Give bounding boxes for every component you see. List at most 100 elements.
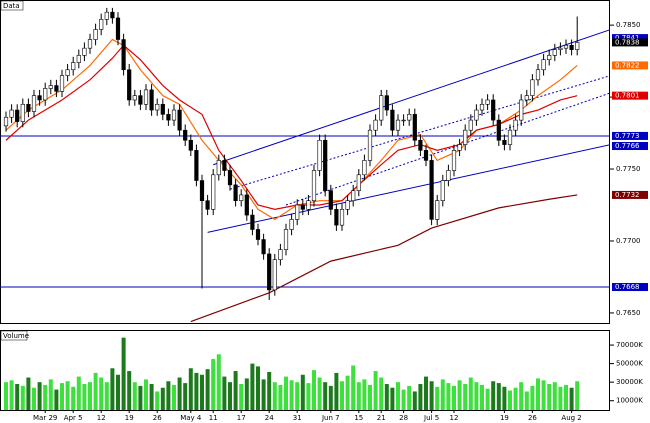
x-tick-label: 19 (125, 414, 134, 422)
candle-body (317, 139, 322, 171)
candle-body (502, 139, 507, 145)
price-marker (612, 142, 648, 151)
candle-body (418, 139, 423, 151)
volume-bar (205, 369, 210, 410)
volume-bar (480, 384, 484, 410)
candle-body (15, 109, 20, 122)
candle-body (255, 229, 261, 240)
candle-body (261, 239, 266, 255)
volume-bar (401, 389, 406, 410)
y-tick-label: 0.7750 (616, 165, 641, 173)
panel-label: Volume (3, 332, 29, 340)
volume-bar (228, 382, 232, 410)
volume-bar (216, 354, 221, 410)
price-marker (612, 34, 648, 43)
volume-bar (295, 382, 300, 410)
candle-body (407, 114, 412, 121)
volume-bar (564, 384, 568, 410)
candle-body (283, 229, 289, 250)
volume-bar (368, 384, 372, 410)
candle-body (138, 95, 143, 105)
price-marker (612, 91, 648, 100)
candle-body (239, 194, 244, 201)
candle-body (171, 109, 177, 121)
volume-bar (547, 384, 552, 410)
volume-bar (71, 386, 76, 410)
candle-body (328, 190, 333, 210)
candle-body (356, 174, 361, 191)
volume-bar (239, 384, 244, 410)
candle-body (474, 109, 479, 121)
price-marker-label: 0.7732 (615, 191, 640, 199)
y-tick-label: 0.7850 (616, 21, 641, 29)
volume-bar (502, 386, 507, 410)
volume-bar (424, 376, 428, 410)
candle-body (412, 114, 417, 141)
candle-body (188, 139, 193, 151)
price-marker (612, 131, 648, 140)
volume-bar (43, 384, 48, 410)
volume-bar (160, 387, 165, 410)
volume-bar (530, 385, 535, 410)
label-box (0, 330, 28, 341)
volume-bar (76, 376, 81, 410)
volume-bar (552, 382, 557, 410)
volume-bar (328, 385, 333, 410)
candle-body (395, 119, 401, 131)
candle-body (272, 259, 277, 291)
candle-body (20, 103, 25, 122)
volume-bar (412, 391, 417, 410)
volume-bar (177, 377, 182, 410)
volume-bar (166, 381, 171, 410)
candle-body (384, 95, 389, 111)
x-tick-label: 21 (377, 414, 386, 422)
volume-panel-frame (0, 330, 610, 411)
candle-body (160, 103, 165, 115)
y-tick-label: 30000K (616, 378, 643, 386)
volume-bar (183, 383, 188, 410)
volume-bar (256, 366, 260, 410)
volume-bar (144, 379, 148, 410)
candle-body (311, 170, 317, 201)
x-tick-label: May 4 (180, 414, 202, 422)
candle-body (227, 170, 233, 186)
x-tick-label: 17 (237, 414, 246, 422)
volume-bar (278, 384, 283, 410)
x-tick-label: 31 (293, 414, 302, 422)
x-tick-label: Apr 5 (64, 414, 83, 422)
volume-bar (15, 384, 20, 410)
candle-body (323, 139, 328, 191)
candle-body (390, 109, 395, 131)
volume-bar (300, 374, 305, 410)
candle-body (93, 29, 98, 40)
volume-bar (188, 368, 193, 410)
volume-bar (32, 387, 36, 410)
candle-body (199, 180, 205, 201)
volume-bar (244, 378, 249, 410)
volume-bar (407, 385, 412, 410)
candle-body (345, 200, 350, 210)
panel-label: Data (3, 2, 20, 10)
candle-body (183, 129, 188, 141)
candle-body (76, 55, 81, 63)
candle-body (289, 219, 294, 230)
candle-body (362, 160, 367, 176)
candle-body (43, 88, 48, 101)
candle-body (222, 160, 227, 171)
price-marker-label: 0.7766 (615, 142, 640, 150)
volume-bar (138, 385, 143, 410)
candle-body (71, 62, 76, 71)
candle-body (423, 150, 429, 161)
y-tick-label: 0.7650 (616, 309, 641, 317)
candle-body (99, 19, 104, 30)
x-tick-label: 26 (153, 414, 162, 422)
volume-bar (508, 390, 512, 410)
candle-body (435, 200, 440, 220)
price-marker-label: 0.7801 (615, 92, 640, 100)
volume-bar (233, 371, 238, 410)
candle-body (216, 160, 221, 176)
price-panel-frame (0, 0, 610, 324)
volume-bar (384, 384, 389, 410)
